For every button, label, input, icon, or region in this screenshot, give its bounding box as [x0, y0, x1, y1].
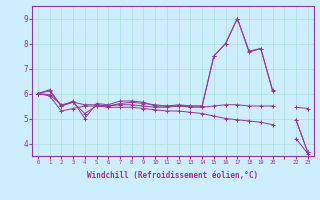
X-axis label: Windchill (Refroidissement éolien,°C): Windchill (Refroidissement éolien,°C) — [87, 171, 258, 180]
